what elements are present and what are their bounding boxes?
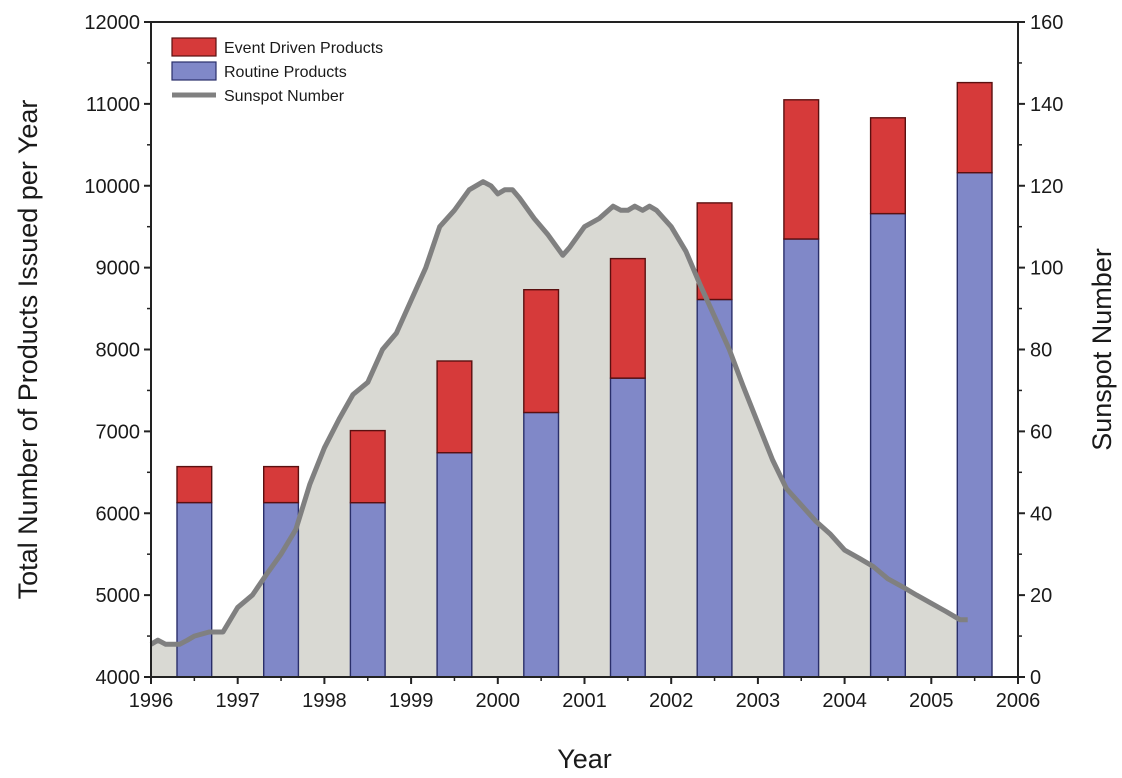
- sunspot-line-layer: [149, 179, 968, 647]
- sunspot-line: [149, 179, 968, 647]
- y-tick-label: 11000: [86, 94, 140, 116]
- x-tick-label: 2006: [996, 690, 1041, 712]
- x-tick-label: 2002: [649, 690, 694, 712]
- y2-tick-label: 120: [1030, 176, 1063, 198]
- y2-tick-label: 140: [1030, 94, 1063, 116]
- legend-label: Routine Products: [224, 64, 347, 81]
- x-tick-label: 1997: [215, 690, 260, 712]
- bar-event-1997: [263, 465, 300, 504]
- bar-routine-2004: [869, 212, 906, 678]
- bar-event-2004: [869, 117, 906, 215]
- y-tick-label: 8000: [96, 340, 141, 362]
- legend-label: Event Driven Products: [224, 40, 383, 57]
- y2-tick-label: 40: [1030, 503, 1052, 525]
- y2-axis-title: Sunspot Number: [1087, 248, 1117, 451]
- y2-tick-label: 20: [1030, 585, 1052, 607]
- bar-event-1999: [436, 360, 473, 454]
- x-tick-label: 2003: [736, 690, 781, 712]
- legend: Event Driven Products Routine Products Sun…: [171, 37, 383, 105]
- y-tick-label: 10000: [84, 176, 140, 198]
- bar-routine-2000: [523, 411, 560, 678]
- y2-tick-label: 160: [1030, 12, 1063, 34]
- legend-swatch-routine: [171, 61, 217, 81]
- y-tick-label: 4000: [96, 667, 141, 689]
- y-tick-label: 6000: [96, 503, 141, 525]
- bar-routine-2005: [956, 171, 993, 678]
- y2-tick-label: 100: [1030, 258, 1063, 280]
- legend-label: Sunspot Number: [224, 88, 345, 105]
- x-tick-label: 2000: [476, 690, 521, 712]
- bar-routine-2002: [696, 298, 733, 678]
- x-tick-label: 1996: [129, 690, 174, 712]
- bar-event-2002: [696, 202, 733, 301]
- y-tick-label: 7000: [96, 421, 141, 443]
- axes-layer: 1996 1997 1998 1999 2000 2001 2002 2003 2004 2005…: [84, 12, 1063, 712]
- bar-routine-2001: [609, 377, 646, 678]
- bar-event-2003: [783, 99, 820, 240]
- bar-routine-2003: [783, 238, 820, 678]
- y-axis-title: Total Number of Products Issued per Year: [13, 100, 43, 600]
- y2-tick-label: 0: [1030, 667, 1041, 689]
- bar-routine-1996: [176, 501, 213, 678]
- y-tick-label: 12000: [84, 12, 140, 34]
- x-tick-label: 2004: [822, 690, 867, 712]
- y-tick-label: 5000: [96, 585, 141, 607]
- bar-event-2005: [956, 81, 993, 174]
- legend-swatch-event: [171, 37, 217, 57]
- x-tick-label: 2001: [562, 690, 607, 712]
- x-tick-label: 1998: [302, 690, 347, 712]
- x-axis-title: Year: [557, 744, 612, 773]
- bar-routine-1998: [349, 501, 386, 678]
- bar-routine-1997: [263, 501, 300, 678]
- bar-event-1996: [176, 465, 213, 504]
- y2-tick-label: 80: [1030, 340, 1052, 362]
- bar-routine-1999: [436, 452, 473, 678]
- y2-tick-label: 60: [1030, 421, 1052, 443]
- x-tick-label: 1999: [389, 690, 434, 712]
- bar-event-2001: [609, 257, 646, 379]
- bar-event-1998: [349, 429, 386, 504]
- bar-event-2000: [523, 289, 560, 414]
- x-tick-label: 2005: [909, 690, 954, 712]
- y-tick-label: 9000: [96, 258, 141, 280]
